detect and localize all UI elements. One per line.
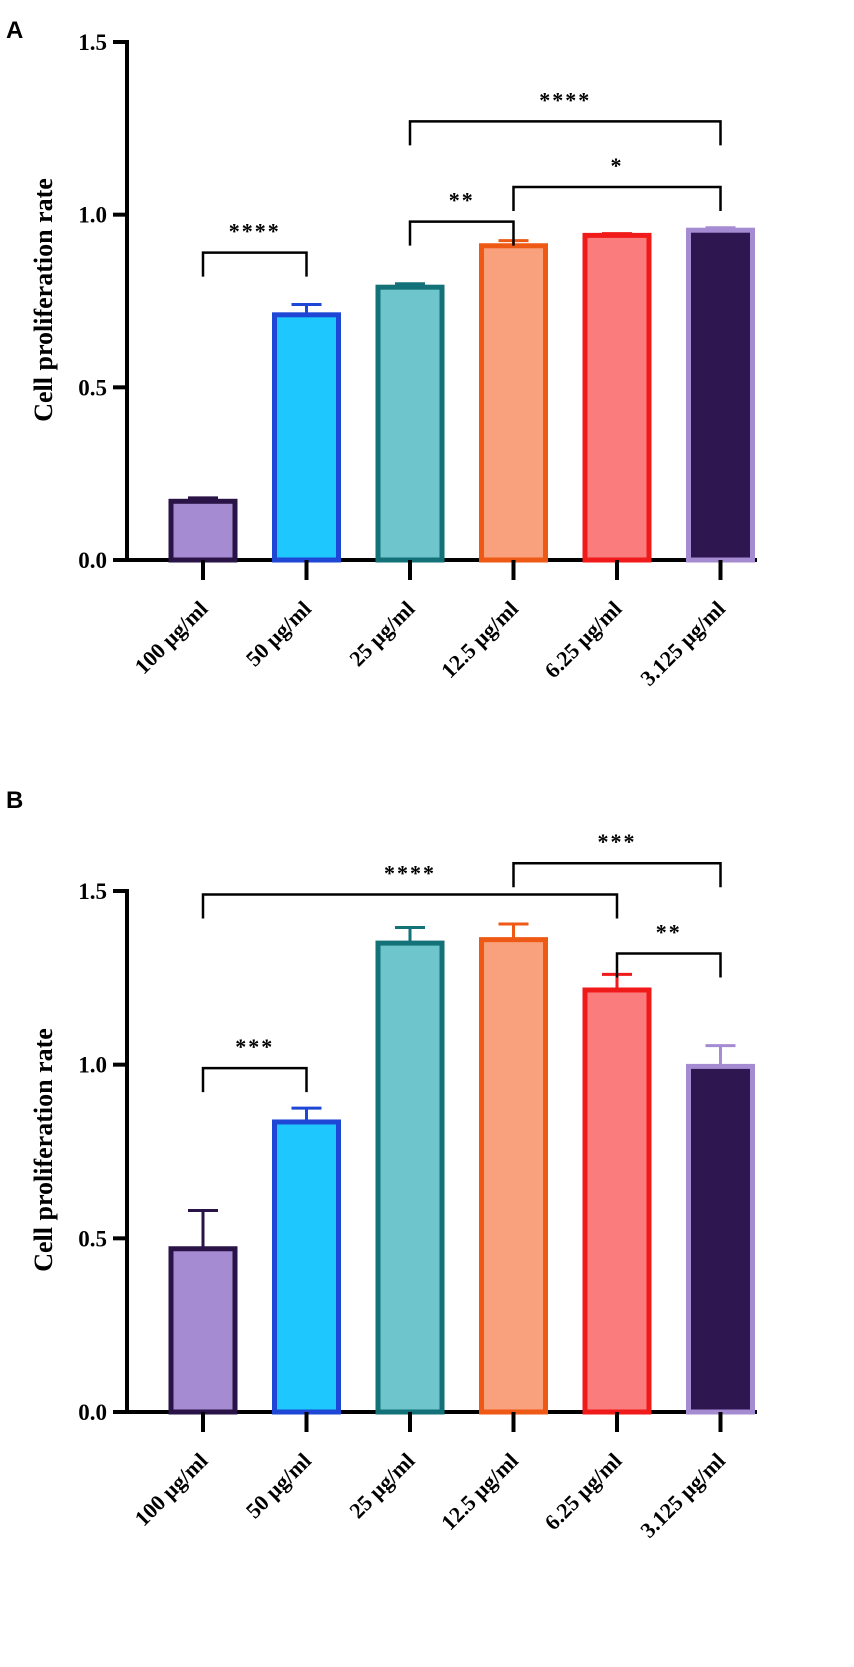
bar-a	[168, 498, 238, 563]
significance-label-a: ****	[229, 219, 281, 244]
significance-label-b: ***	[235, 1034, 274, 1059]
category-label-b: 12.5 μg/ml	[436, 1448, 523, 1535]
significance-label-b: **	[656, 920, 682, 945]
significance-bracket-a	[201, 251, 308, 277]
significance-label-a: *	[611, 153, 624, 178]
category-label-a: 100 μg/ml	[129, 596, 212, 679]
significance-bracket-b	[512, 861, 722, 888]
bar-b	[272, 1119, 341, 1415]
bar-a	[582, 232, 652, 563]
category-label-b: 50 μg/ml	[241, 1448, 316, 1523]
bar-b	[375, 940, 445, 1415]
y-tick-label-b: 0.0	[78, 1400, 107, 1425]
category-label-b: 25 μg/ml	[344, 1448, 419, 1523]
bar-a	[479, 243, 548, 563]
panel-letter-b: B	[6, 787, 23, 814]
y-axis-title-b: Cell proliferation rate	[29, 1028, 58, 1272]
bar-b	[686, 1063, 755, 1415]
bar-a	[375, 284, 445, 563]
category-label-a: 25 μg/ml	[344, 596, 419, 671]
category-label-a: 12.5 μg/ml	[436, 596, 523, 683]
category-label-b: 6.25 μg/ml	[540, 1448, 627, 1535]
significance-label-a: **	[449, 188, 475, 213]
category-label-b: 100 μg/ml	[129, 1448, 212, 1531]
category-label-a: 3.125 μg/ml	[635, 596, 730, 691]
bar-b	[582, 987, 652, 1415]
panel-letter-a: A	[6, 17, 23, 44]
bar-a	[686, 227, 755, 563]
bar-b	[168, 1246, 238, 1415]
significance-bracket-b	[201, 1066, 308, 1093]
significance-bracket-b	[201, 893, 619, 919]
y-tick-label-b: 1.5	[78, 879, 107, 904]
y-tick-label-a: 0.5	[78, 375, 107, 400]
significance-bracket-a	[408, 120, 722, 146]
significance-bracket-b	[615, 952, 722, 978]
y-tick-label-b: 1.0	[78, 1053, 107, 1078]
y-axis-title-a: Cell proliferation rate	[29, 178, 58, 422]
panel-b: B Cell proliferation rate 0.0 0.5 1.0 1.5 10…	[6, 787, 757, 1543]
significance-label-b: ****	[384, 860, 436, 885]
panel-a: A Cell proliferation rate 0.0 0.5 1.0 1.5 10…	[6, 17, 757, 691]
significance-label-b: ***	[598, 829, 637, 854]
significance-bracket-a	[512, 185, 722, 212]
category-label-b: 3.125 μg/ml	[635, 1448, 730, 1543]
y-tick-label-a: 1.5	[78, 30, 107, 55]
y-tick-label-a: 1.0	[78, 203, 107, 228]
bar-b	[479, 937, 548, 1415]
y-tick-label-a: 0.0	[78, 548, 107, 573]
category-label-a: 50 μg/ml	[241, 596, 316, 671]
y-tick-label-b: 0.5	[78, 1226, 107, 1251]
significance-bracket-a	[408, 220, 515, 246]
bar-a	[272, 312, 341, 563]
significance-label-a: ****	[539, 87, 591, 112]
category-label-a: 6.25 μg/ml	[540, 596, 627, 683]
